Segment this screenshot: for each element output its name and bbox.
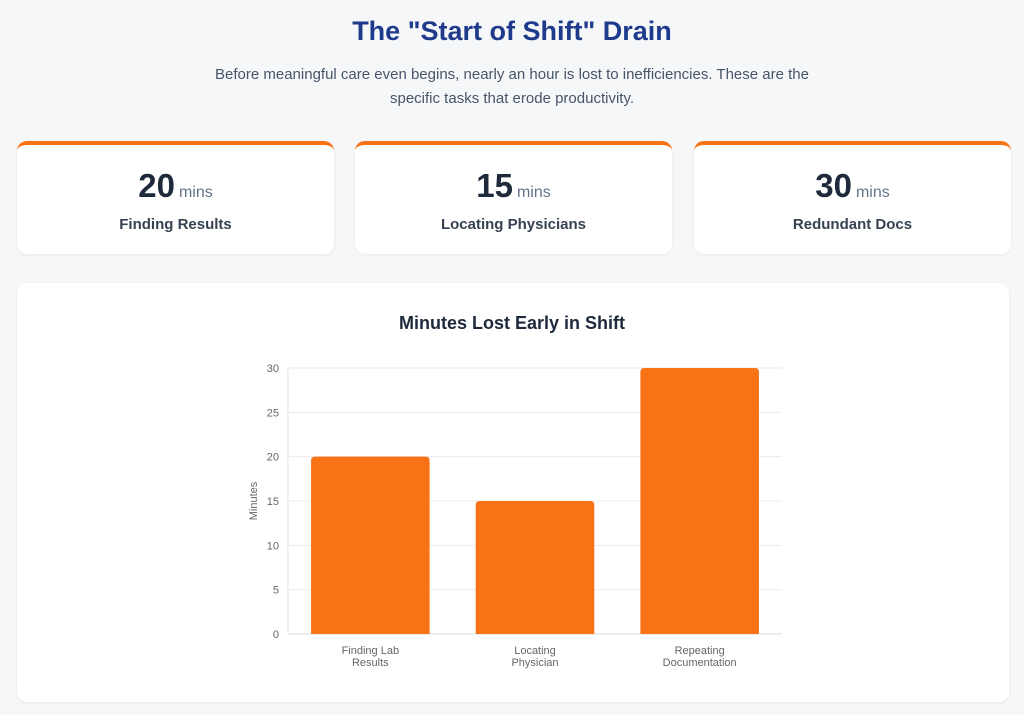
chart-title: Minutes Lost Early in Shift bbox=[398, 313, 626, 333]
stat-label: Redundant Docs bbox=[792, 216, 913, 233]
bar bbox=[640, 368, 759, 634]
stat-value: 20 bbox=[138, 167, 175, 204]
y-tick-label: 15 bbox=[267, 496, 279, 508]
stat-card-locating-physicians: 15 mins Locating Physicians bbox=[355, 141, 672, 254]
x-tick-label: Results bbox=[352, 657, 389, 669]
stat-unit: mins bbox=[516, 184, 551, 201]
stat-card-finding-results: 20 mins Finding Results bbox=[17, 141, 334, 254]
stat-unit: mins bbox=[178, 184, 213, 201]
stat-label: Finding Results bbox=[119, 216, 232, 233]
stat-label: Locating Physicians bbox=[440, 216, 587, 233]
bar bbox=[311, 456, 430, 634]
stat-card-redundant-docs: 30 mins Redundant Docs bbox=[694, 141, 1011, 254]
stat-unit: mins bbox=[855, 184, 890, 201]
x-tick-label: Physician bbox=[511, 657, 558, 669]
x-tick-label: Repeating bbox=[675, 645, 725, 657]
y-tick-label: 20 bbox=[267, 452, 279, 464]
y-axis-label: Minutes bbox=[248, 481, 260, 520]
stat-value: 30 bbox=[815, 167, 852, 204]
x-tick-label: Documentation bbox=[663, 657, 737, 669]
y-tick-label: 25 bbox=[267, 407, 279, 419]
page-title: The "Start of Shift" Drain bbox=[352, 16, 672, 46]
bar bbox=[475, 501, 595, 634]
y-tick-label: 30 bbox=[267, 363, 279, 375]
x-tick-label: Locating bbox=[514, 645, 556, 657]
page-subtitle: Before meaningful care even begins, near… bbox=[215, 66, 809, 107]
y-tick-label: 5 bbox=[273, 585, 279, 597]
y-tick-label: 0 bbox=[273, 629, 279, 641]
x-tick-label: Finding Lab bbox=[342, 645, 400, 657]
y-tick-label: 10 bbox=[267, 540, 279, 552]
stat-value: 15 bbox=[476, 167, 513, 204]
